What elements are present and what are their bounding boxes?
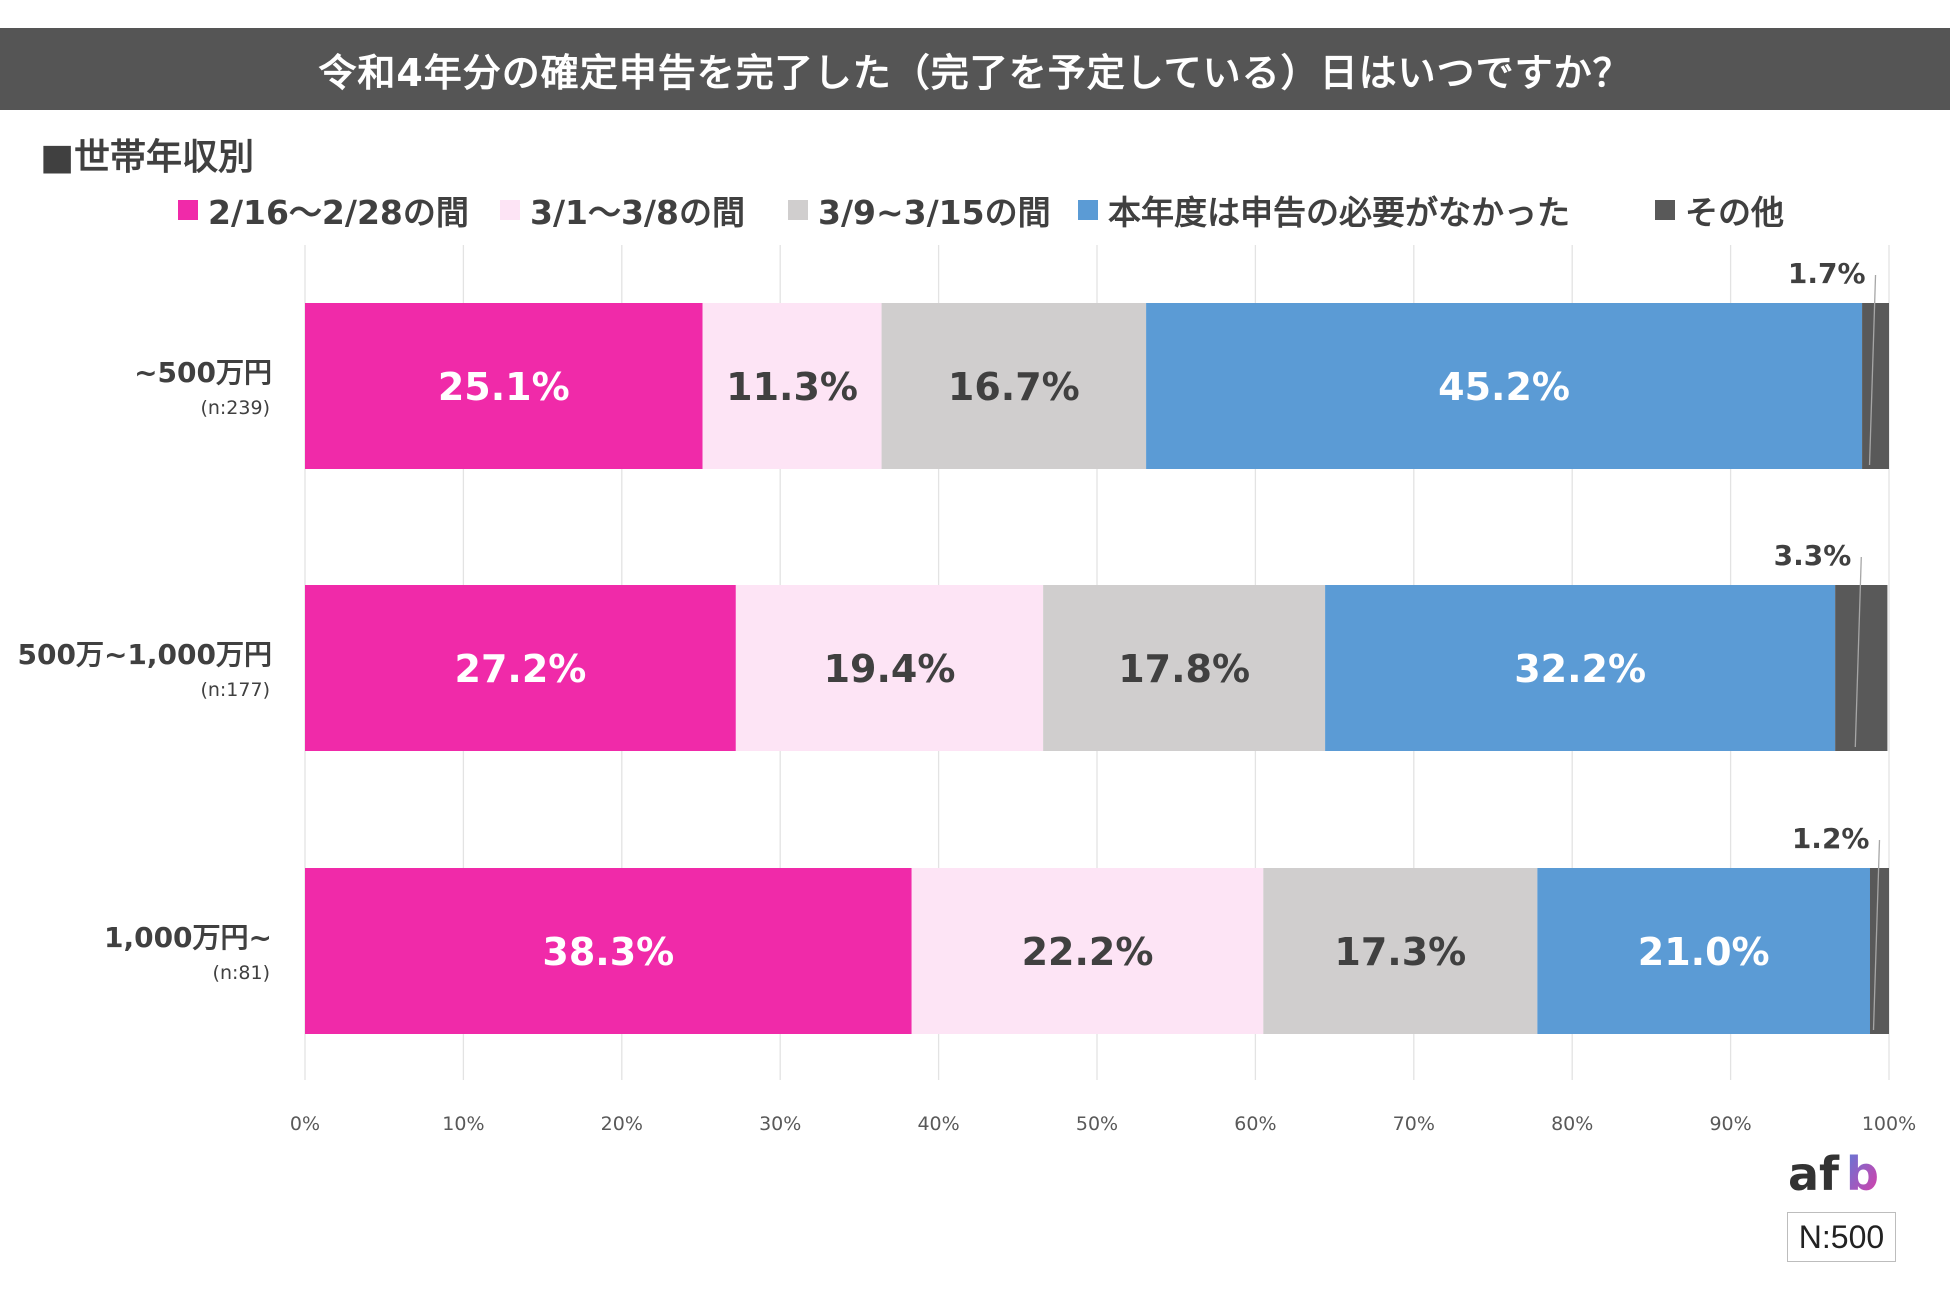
bar-segment-0-3 bbox=[1146, 303, 1863, 469]
x-tick-label-40: 40% bbox=[917, 1113, 959, 1135]
bar-segment-2-3 bbox=[1537, 868, 1870, 1034]
x-tick-label-10: 10% bbox=[442, 1113, 484, 1135]
data-label-2-3: 21.0% bbox=[1638, 930, 1770, 974]
x-tick-label-50: 50% bbox=[1076, 1113, 1118, 1135]
legend-label-feb: 2/16〜2/28の間 bbox=[208, 193, 469, 232]
bar-segment-2-1 bbox=[911, 868, 1264, 1034]
category-label-2: 1,000万円~ bbox=[104, 921, 272, 954]
x-tick-label-70: 70% bbox=[1393, 1113, 1435, 1135]
legend-label-not-needed: 本年度は申告の必要がなかった bbox=[1108, 193, 1570, 232]
category-label-1: 500万~1,000万円 bbox=[18, 638, 272, 671]
x-tick-label-90: 90% bbox=[1709, 1113, 1751, 1135]
bar-segment-1-4 bbox=[1835, 585, 1888, 751]
data-label-2-4: 1.2% bbox=[1792, 822, 1870, 855]
bar-segment-2-0 bbox=[305, 868, 912, 1034]
bar-segment-1-1 bbox=[735, 585, 1044, 751]
afb-logo: af b bbox=[1788, 1148, 1879, 1198]
x-tick-label-20: 20% bbox=[601, 1113, 643, 1135]
sample-size-box: N:500 bbox=[1787, 1212, 1896, 1262]
bar-segment-2-2 bbox=[1263, 868, 1538, 1034]
data-label-1-3: 32.2% bbox=[1514, 647, 1646, 691]
leader-line-0 bbox=[1868, 274, 1877, 466]
legend-swatch-feb bbox=[178, 200, 198, 220]
data-label-2-1: 22.2% bbox=[1022, 930, 1154, 974]
bar-segment-0-1 bbox=[702, 303, 882, 469]
legend-label-other: その他 bbox=[1685, 193, 1784, 232]
legend-label-mar-late: 3/9~3/15の間 bbox=[818, 193, 1051, 232]
data-label-2-0: 38.3% bbox=[542, 930, 674, 974]
bar-segment-2-4 bbox=[1869, 868, 1889, 1034]
data-label-1-2: 17.8% bbox=[1118, 647, 1250, 691]
x-tick-label-80: 80% bbox=[1551, 1113, 1593, 1135]
legend-item-mar-early: 3/1〜3/8の間 bbox=[500, 186, 745, 234]
x-tick-label-0: 0% bbox=[290, 1113, 320, 1135]
data-label-0-2: 16.7% bbox=[948, 365, 1080, 409]
chart-title: 令和4年分の確定申告を完了した（完了を予定している）日はいつですか？ bbox=[0, 28, 1950, 110]
legend: 2/16〜2/28の間 3/1〜3/8の間 3/9~3/15の間 本年度は申告の… bbox=[0, 186, 1950, 236]
category-n-label-1: (n:177) bbox=[200, 679, 270, 701]
svg-text:af: af bbox=[1788, 1148, 1840, 1198]
legend-item-other: その他 bbox=[1655, 186, 1784, 234]
data-label-1-4: 3.3% bbox=[1774, 539, 1852, 572]
category-n-label-0: (n:239) bbox=[200, 397, 270, 419]
category-label-0: ~500万円 bbox=[134, 356, 272, 389]
data-label-1-0: 27.2% bbox=[455, 647, 587, 691]
svg-text:b: b bbox=[1846, 1148, 1879, 1198]
legend-swatch-mar-late bbox=[788, 200, 808, 220]
data-label-0-4: 1.7% bbox=[1788, 257, 1866, 290]
legend-item-feb: 2/16〜2/28の間 bbox=[178, 186, 469, 234]
chart-subtitle: ■世帯年収別 bbox=[40, 137, 255, 178]
bar-segment-1-3 bbox=[1325, 585, 1836, 751]
legend-item-mar-late: 3/9~3/15の間 bbox=[788, 186, 1051, 234]
legend-swatch-mar-early bbox=[500, 200, 520, 220]
bar-segment-1-0 bbox=[305, 585, 736, 751]
data-label-2-2: 17.3% bbox=[1334, 930, 1466, 974]
legend-swatch-other bbox=[1655, 200, 1675, 220]
leader-line-1 bbox=[1854, 556, 1862, 748]
bar-segment-1-2 bbox=[1043, 585, 1326, 751]
leader-line-2 bbox=[1872, 839, 1881, 1031]
data-label-0-3: 45.2% bbox=[1438, 365, 1570, 409]
legend-label-mar-early: 3/1〜3/8の間 bbox=[530, 193, 745, 232]
legend-swatch-not-needed bbox=[1078, 200, 1098, 220]
data-label-0-0: 25.1% bbox=[438, 365, 570, 409]
bar-segment-0-2 bbox=[881, 303, 1147, 469]
bar-segment-0-4 bbox=[1862, 303, 1889, 469]
data-label-0-1: 11.3% bbox=[726, 365, 858, 409]
legend-item-not-needed: 本年度は申告の必要がなかった bbox=[1078, 186, 1570, 234]
bar-segment-0-0 bbox=[305, 303, 703, 469]
category-n-label-2: (n:81) bbox=[213, 962, 270, 984]
x-tick-label-60: 60% bbox=[1234, 1113, 1276, 1135]
x-tick-label-100: 100% bbox=[1862, 1113, 1916, 1135]
x-tick-label-30: 30% bbox=[759, 1113, 801, 1135]
data-label-1-1: 19.4% bbox=[824, 647, 956, 691]
